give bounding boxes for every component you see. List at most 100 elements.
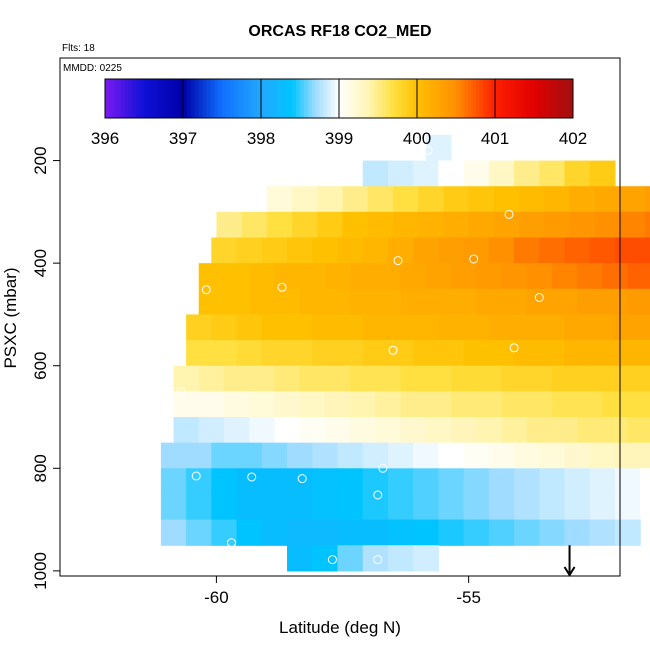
heatmap-cell	[211, 519, 238, 546]
heatmap-cell	[627, 288, 650, 316]
heatmap-cell	[236, 493, 263, 521]
heatmap-cell	[564, 493, 591, 521]
flight-marker	[247, 472, 257, 482]
y-axis-label: PSXC (mbar)	[1, 267, 20, 368]
colorbar-segment	[124, 79, 129, 118]
heatmap-cell	[493, 211, 520, 239]
colorbar-segment	[105, 79, 110, 118]
heatmap-cell	[324, 391, 351, 418]
heatmap-cell	[292, 211, 318, 239]
heatmap-cell	[249, 288, 276, 316]
heatmap-cell	[413, 519, 439, 546]
heatmap-cell	[350, 391, 376, 418]
colorbar-segment	[319, 79, 324, 118]
heatmap-cell	[350, 263, 376, 290]
colorbar-segment	[225, 79, 231, 118]
colorbar-segment	[241, 79, 246, 118]
colorbar-segment	[300, 79, 305, 118]
heatmap-cell	[160, 519, 187, 546]
flight-marker	[327, 555, 337, 565]
heatmap-cell	[468, 211, 495, 239]
colorbar-segment	[354, 79, 359, 118]
colorbar-segment	[222, 79, 227, 118]
heatmap-cell	[577, 288, 603, 316]
heatmap-cell	[299, 417, 326, 444]
heatmap-cell	[425, 134, 452, 162]
heatmap-cell	[589, 160, 616, 187]
heatmap-cell	[443, 211, 470, 239]
colorbar-segment	[537, 79, 543, 118]
heatmap-cell	[160, 493, 187, 521]
heatmap-cell	[400, 391, 427, 418]
colorbar-tick-label: 399	[325, 129, 353, 148]
colorbar-segment	[561, 79, 566, 118]
heatmap-cell	[287, 545, 313, 572]
heatmap-cell	[362, 160, 389, 187]
heatmap-cell	[160, 442, 187, 469]
heatmap-cell	[539, 237, 566, 264]
flight-marker	[297, 474, 307, 484]
flight-marker	[393, 256, 403, 266]
heatmap-cell	[488, 442, 515, 469]
heatmap-cell	[569, 186, 596, 213]
colorbar-segment	[420, 79, 426, 118]
heatmap-cell	[400, 263, 427, 290]
heatmap-cell	[544, 186, 571, 213]
heatmap-cell	[299, 288, 326, 316]
colorbar-segment	[553, 79, 558, 118]
heatmap-cell	[362, 519, 389, 546]
heatmap-cell	[501, 391, 528, 418]
heatmap-cell	[539, 442, 566, 469]
colorbar-segment	[393, 79, 398, 118]
heatmap-cell	[438, 519, 465, 546]
colorbar-segment	[401, 79, 406, 118]
heatmap-cell	[476, 365, 503, 392]
heatmap-cell	[287, 340, 313, 367]
heatmap-cell	[476, 263, 503, 290]
colorbar-segment	[264, 79, 270, 118]
colorbar-segment	[175, 79, 180, 118]
heatmap-cell	[577, 417, 603, 444]
flight-marker	[373, 555, 383, 565]
heatmap-cell	[324, 288, 351, 316]
colorbar-segment	[366, 79, 371, 118]
heatmap-cell	[299, 365, 326, 392]
heatmap-cell	[425, 263, 452, 290]
colorbar-segment	[444, 79, 449, 118]
colorbar-segment	[483, 79, 488, 118]
colorbar-segment	[514, 79, 519, 118]
heatmap-cell	[488, 314, 515, 341]
heatmap-cell	[526, 365, 553, 392]
heatmap-cell	[614, 340, 641, 367]
heatmap-cell	[173, 391, 200, 418]
heatmap-cell	[211, 314, 238, 341]
heatmap-cell	[274, 365, 301, 392]
heatmap-cell	[249, 365, 276, 392]
heatmap-cell	[312, 442, 339, 469]
heatmap-cell	[261, 442, 288, 469]
heatmap-cell	[261, 314, 288, 341]
colorbar-segment	[194, 79, 200, 118]
heatmap-cell	[261, 519, 288, 546]
heatmap-cell	[249, 391, 276, 418]
heatmap-cell	[337, 468, 364, 495]
colorbar-segment	[417, 79, 422, 118]
heatmap-cell	[324, 417, 351, 444]
colorbar-segment	[498, 79, 504, 118]
heatmap-cell	[236, 314, 263, 341]
colorbar-segment	[296, 79, 301, 118]
colorbar-segment	[378, 79, 383, 118]
heatmap-cell	[551, 288, 578, 316]
heatmap-cell	[413, 468, 439, 495]
colorbar-segment	[370, 79, 375, 118]
heatmap-cell	[640, 493, 650, 521]
heatmap-cell	[589, 519, 616, 546]
heatmap-cell	[287, 493, 313, 521]
heatmap-cell	[236, 237, 263, 264]
colorbar-tick-label: 396	[91, 129, 119, 148]
colorbar-segment	[249, 79, 254, 118]
colorbar-tick-label: 400	[403, 129, 431, 148]
heatmap-cell	[551, 417, 578, 444]
heatmap-cell	[539, 493, 566, 521]
heatmap-cell	[236, 340, 263, 367]
